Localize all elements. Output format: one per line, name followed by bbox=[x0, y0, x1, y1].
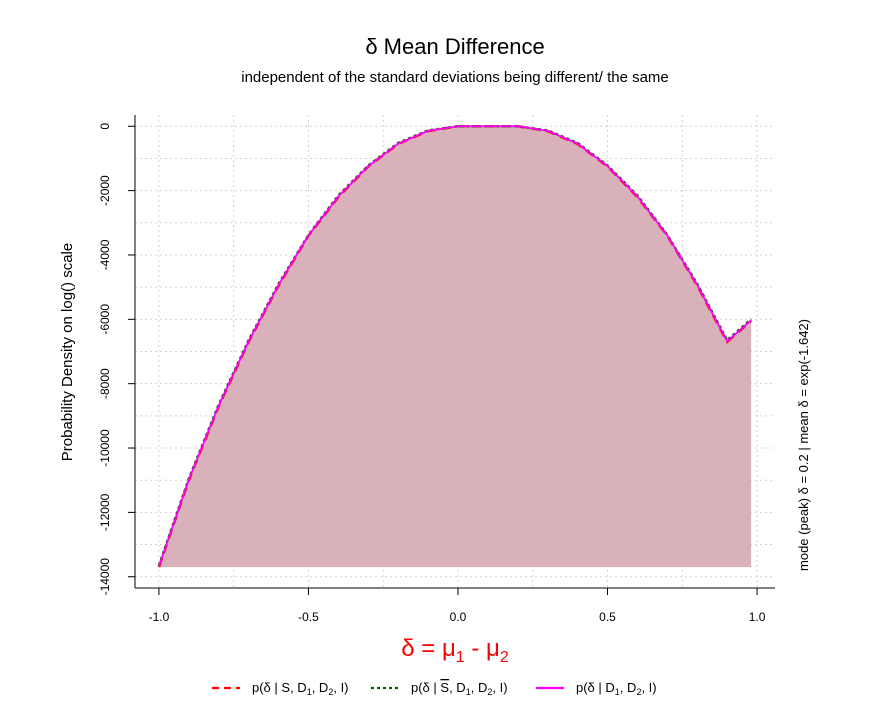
axes-layer: -1.0 -0.5 0.0 0.5 1.0 -14000 -12000 -10000 -8000… bbox=[98, 115, 775, 624]
y-tick-label: -8000 bbox=[98, 368, 112, 399]
density-fill-area bbox=[158, 126, 752, 568]
x-axis-label-mid: - μ bbox=[465, 635, 500, 662]
y-tick-label: 0 bbox=[98, 123, 112, 130]
y-tick-label: -10000 bbox=[98, 429, 112, 467]
x-axis-label-sub2: 2 bbox=[500, 649, 509, 666]
chart-title: δ Mean Difference bbox=[365, 34, 544, 59]
legend-label-3: p(δ | D1, D2, I) bbox=[576, 680, 657, 697]
x-axis-label-main: δ = μ bbox=[401, 635, 456, 662]
x-tick-label: -0.5 bbox=[298, 610, 319, 624]
legend-label-1: p(δ | S, D1, D2, I) bbox=[252, 680, 349, 697]
series-layer bbox=[157, 125, 752, 568]
x-tick-label: 1.0 bbox=[749, 610, 766, 624]
y-tick-label: -12000 bbox=[98, 493, 112, 531]
series-line-3 bbox=[158, 125, 752, 567]
x-tick-label: 0.5 bbox=[599, 610, 616, 624]
y-tick-label: -2000 bbox=[98, 175, 112, 206]
legend: p(δ | S, D1, D2, I) p(δ | S, D1, D2, I) p(… bbox=[212, 680, 657, 697]
y-tick-label: -6000 bbox=[98, 304, 112, 335]
x-tick-label: -1.0 bbox=[149, 610, 170, 624]
side-note: mode (peak) δ = 0.2 | mean δ = exp(-1.64… bbox=[796, 319, 811, 571]
legend-label-2: p(δ | S, D1, D2, I) bbox=[411, 680, 508, 697]
x-axis-label-sub1: 1 bbox=[456, 649, 465, 666]
x-axis-label: δ = μ1 - μ2 bbox=[401, 635, 509, 666]
y-tick-label: -14000 bbox=[98, 558, 112, 596]
chart-subtitle: independent of the standard deviations b… bbox=[241, 69, 669, 86]
x-tick-label: 0.0 bbox=[450, 610, 467, 624]
y-tick-label: -4000 bbox=[98, 239, 112, 270]
fill-layer bbox=[158, 126, 752, 568]
y-axis-label: Probability Density on log() scale bbox=[59, 243, 76, 461]
